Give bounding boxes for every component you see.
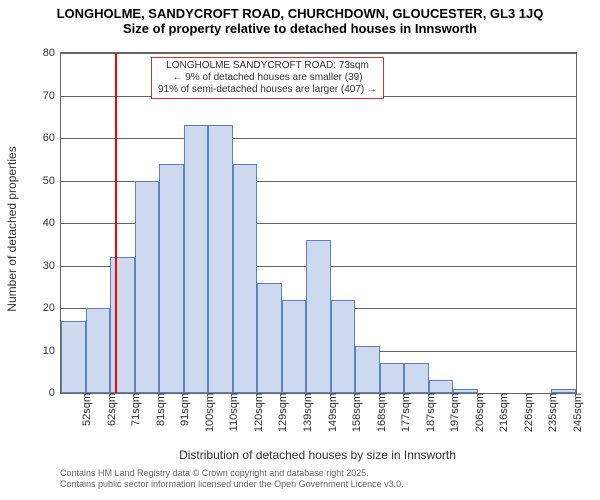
xtick-label: 245sqm (568, 393, 584, 432)
ytick-label: 0 (49, 387, 61, 399)
xtick-label: 168sqm (372, 393, 388, 432)
chart-container: LONGHOLME, SANDYCROFT ROAD, CHURCHDOWN, … (0, 0, 600, 500)
ytick-label: 30 (43, 260, 61, 272)
xtick-label: 120sqm (249, 393, 265, 432)
annotation-line1: LONGHOLME SANDYCROFT ROAD: 73sqm (158, 60, 377, 72)
xtick-label: 81sqm (151, 393, 167, 426)
histogram-bar (380, 363, 405, 393)
ytick-label: 40 (43, 217, 61, 229)
chart-title-line1: LONGHOLME, SANDYCROFT ROAD, CHURCHDOWN, … (0, 0, 600, 21)
gridline (61, 138, 576, 139)
xtick-label: 206sqm (470, 393, 486, 432)
ytick-label: 50 (43, 175, 61, 187)
histogram-bar (257, 283, 282, 394)
xtick-label: 187sqm (421, 393, 437, 432)
xtick-label: 158sqm (347, 393, 363, 432)
footer-line1: Contains HM Land Registry data © Crown c… (60, 468, 404, 479)
histogram-bar (184, 125, 209, 393)
y-axis-label: Number of detached properties (5, 129, 19, 329)
xtick-label: 52sqm (77, 393, 93, 426)
xtick-label: 62sqm (102, 393, 118, 426)
ytick-label: 60 (43, 132, 61, 144)
xtick-label: 177sqm (396, 393, 412, 432)
histogram-bar (110, 257, 135, 393)
histogram-bar (404, 363, 429, 393)
annotation-line2: ← 9% of detached houses are smaller (39) (158, 72, 377, 84)
x-axis-label: Distribution of detached houses by size … (60, 448, 575, 462)
xtick-label: 226sqm (519, 393, 535, 432)
xtick-label: 149sqm (323, 393, 339, 432)
histogram-bar (135, 181, 160, 394)
xtick-label: 235sqm (543, 393, 559, 432)
annotation-line3: 91% of semi-detached houses are larger (… (158, 84, 377, 96)
histogram-bar (355, 346, 380, 393)
histogram-bar (159, 164, 184, 394)
chart-title-line2: Size of property relative to detached ho… (0, 21, 600, 36)
histogram-bar (86, 308, 111, 393)
ytick-label: 20 (43, 302, 61, 314)
property-marker-line (115, 53, 117, 393)
xtick-label: 216sqm (494, 393, 510, 432)
ytick-label: 70 (43, 90, 61, 102)
histogram-bar (331, 300, 356, 394)
gridline (61, 53, 576, 54)
footer-line2: Contains public sector information licen… (60, 479, 404, 490)
ytick-label: 10 (43, 345, 61, 357)
footer-attribution: Contains HM Land Registry data © Crown c… (60, 468, 404, 490)
xtick-label: 110sqm (224, 393, 240, 431)
xtick-label: 100sqm (200, 393, 216, 432)
histogram-bar (282, 300, 307, 394)
histogram-bar (233, 164, 258, 394)
xtick-label: 129sqm (273, 393, 289, 432)
xtick-label: 71sqm (126, 393, 142, 426)
xtick-label: 197sqm (445, 393, 461, 432)
histogram-bar (208, 125, 233, 393)
histogram-bar (61, 321, 86, 393)
xtick-label: 139sqm (298, 393, 314, 432)
plot-area: 0102030405060708052sqm62sqm71sqm81sqm91s… (60, 52, 577, 394)
histogram-bar (306, 240, 331, 393)
histogram-bar (429, 380, 454, 393)
ytick-label: 80 (43, 47, 61, 59)
xtick-label: 91sqm (175, 393, 191, 426)
annotation-box: LONGHOLME SANDYCROFT ROAD: 73sqm← 9% of … (151, 57, 384, 99)
